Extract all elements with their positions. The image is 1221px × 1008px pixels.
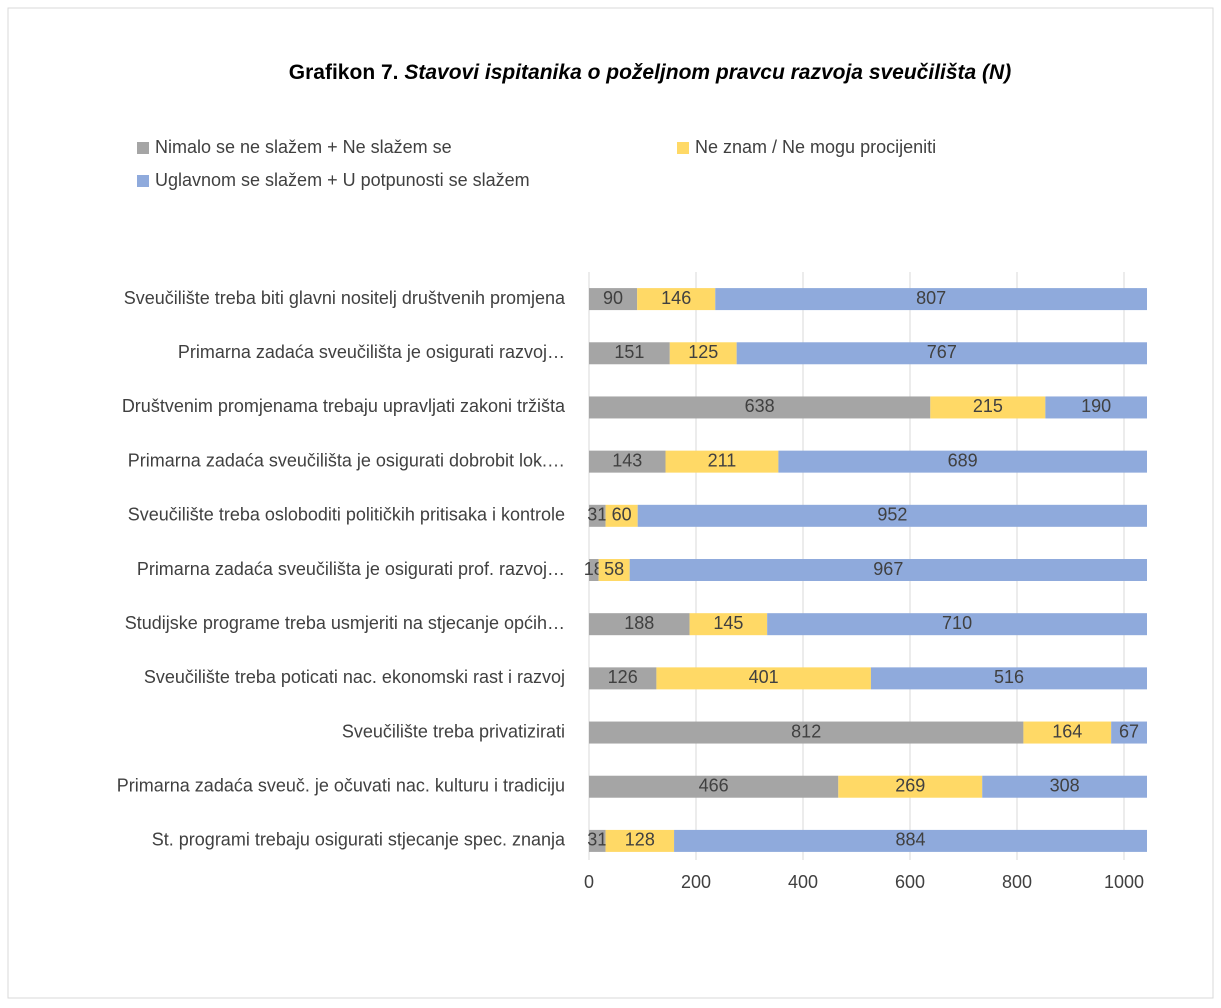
data-label: 145	[713, 613, 743, 633]
data-label: 967	[873, 559, 903, 579]
data-label: 60	[612, 505, 632, 525]
bar-segment	[589, 396, 931, 419]
data-label: 308	[1050, 775, 1080, 795]
data-label: 710	[942, 613, 972, 633]
bar-segment	[674, 829, 1147, 852]
bar-segment	[870, 667, 1147, 690]
data-label: 58	[604, 559, 624, 579]
y-tick-label: Primarna zadaća sveučilišta je osigurati…	[137, 559, 565, 579]
bar-segment	[656, 667, 871, 690]
data-label: 31	[587, 505, 607, 525]
title-text: Stavovi ispitanika o poželjnom pravcu ra…	[404, 61, 1011, 84]
data-label: 31	[587, 830, 607, 850]
bar-segment	[589, 342, 670, 365]
y-tick-label: Sveučilište treba privatizirati	[342, 721, 565, 741]
bar-segment	[629, 559, 1147, 581]
data-label: 143	[612, 450, 642, 470]
bar-segment	[838, 775, 983, 798]
bar-segment	[1111, 721, 1147, 744]
chart-title: Grafikon 7. Stavovi ispitanika o poželjn…	[289, 61, 1011, 84]
data-label: 164	[1052, 721, 1082, 741]
data-label: 269	[895, 775, 925, 795]
bar-segment	[589, 829, 606, 852]
data-label: 146	[661, 288, 691, 308]
bar-segment	[589, 559, 599, 581]
title-label: Grafikon 7.	[289, 61, 399, 84]
y-tick-label: Primarna zadaća sveuč. je očuvati nac. k…	[117, 775, 565, 795]
bar-segment	[930, 396, 1046, 419]
data-label: 190	[1081, 396, 1111, 416]
y-tick-label: Sveučilište treba poticati nac. ekonomsk…	[144, 667, 565, 687]
data-label: 952	[877, 505, 907, 525]
legend-swatch	[677, 142, 689, 154]
bar-segment	[605, 504, 638, 527]
data-label: 67	[1119, 721, 1139, 741]
data-label: 884	[896, 830, 926, 850]
data-label: 128	[625, 830, 655, 850]
bar-segment	[589, 667, 657, 690]
bar-segment	[637, 288, 716, 311]
bar-segment	[669, 342, 737, 365]
y-tick-label: Društvenim promjenama trebaju upravljati…	[122, 396, 566, 416]
data-label: 638	[745, 396, 775, 416]
data-label: 188	[624, 613, 654, 633]
y-tick-label: St. programi trebaju osigurati stjecanje…	[152, 830, 566, 850]
x-tick-label: 600	[895, 872, 925, 892]
data-label: 211	[708, 450, 737, 470]
bar-segment	[589, 721, 1024, 744]
data-label: 90	[603, 288, 623, 308]
legend-label: Uglavnom se slažem + U potpunosti se sla…	[155, 170, 530, 190]
data-label: 125	[688, 342, 718, 362]
bar-segment	[589, 775, 839, 798]
legend-swatch	[137, 175, 149, 187]
legend-label: Nimalo se ne slažem + Ne slažem se	[155, 137, 452, 157]
y-tick-label: Primarna zadaća sveučilišta je osigurati…	[128, 450, 565, 470]
bar-segment	[589, 450, 666, 473]
bar-segment	[736, 342, 1147, 365]
bar-segment	[637, 504, 1147, 527]
bar-segment	[982, 775, 1147, 798]
bar-segment	[665, 450, 779, 473]
bar-segment	[778, 450, 1147, 473]
bar-segment	[589, 288, 638, 311]
y-tick-label: Primarna zadaća sveučilišta je osigurati…	[178, 342, 565, 362]
x-tick-label: 1000	[1104, 872, 1144, 892]
bar-segment	[598, 559, 630, 581]
bar-segment	[589, 504, 606, 527]
x-tick-label: 200	[681, 872, 711, 892]
data-label: 516	[994, 667, 1024, 687]
bar-segment	[589, 613, 690, 636]
bar-segment	[715, 288, 1147, 311]
data-label: 807	[916, 288, 946, 308]
x-tick-label: 800	[1002, 872, 1032, 892]
x-tick-label: 0	[584, 872, 594, 892]
bar-segment	[1045, 396, 1147, 419]
data-label: 126	[608, 667, 638, 687]
y-tick-label: Sveučilište treba osloboditi političkih …	[128, 505, 565, 525]
y-tick-label: Sveučilište treba biti glavni nositelj d…	[124, 288, 566, 308]
data-label: 401	[749, 667, 779, 687]
data-label: 151	[614, 342, 644, 362]
data-label: 767	[927, 342, 957, 362]
data-label: 466	[699, 775, 729, 795]
bar-segment	[689, 613, 768, 636]
bar-segment	[605, 829, 675, 852]
bar-segment	[1023, 721, 1112, 744]
bar-segment	[767, 613, 1147, 636]
legend-swatch	[137, 142, 149, 154]
data-label: 215	[973, 396, 1003, 416]
data-label: 812	[791, 721, 821, 741]
x-tick-label: 400	[788, 872, 818, 892]
data-label: 689	[948, 450, 978, 470]
y-tick-label: Studijske programe treba usmjeriti na st…	[125, 613, 565, 633]
legend-label: Ne znam / Ne mogu procijeniti	[695, 137, 936, 157]
